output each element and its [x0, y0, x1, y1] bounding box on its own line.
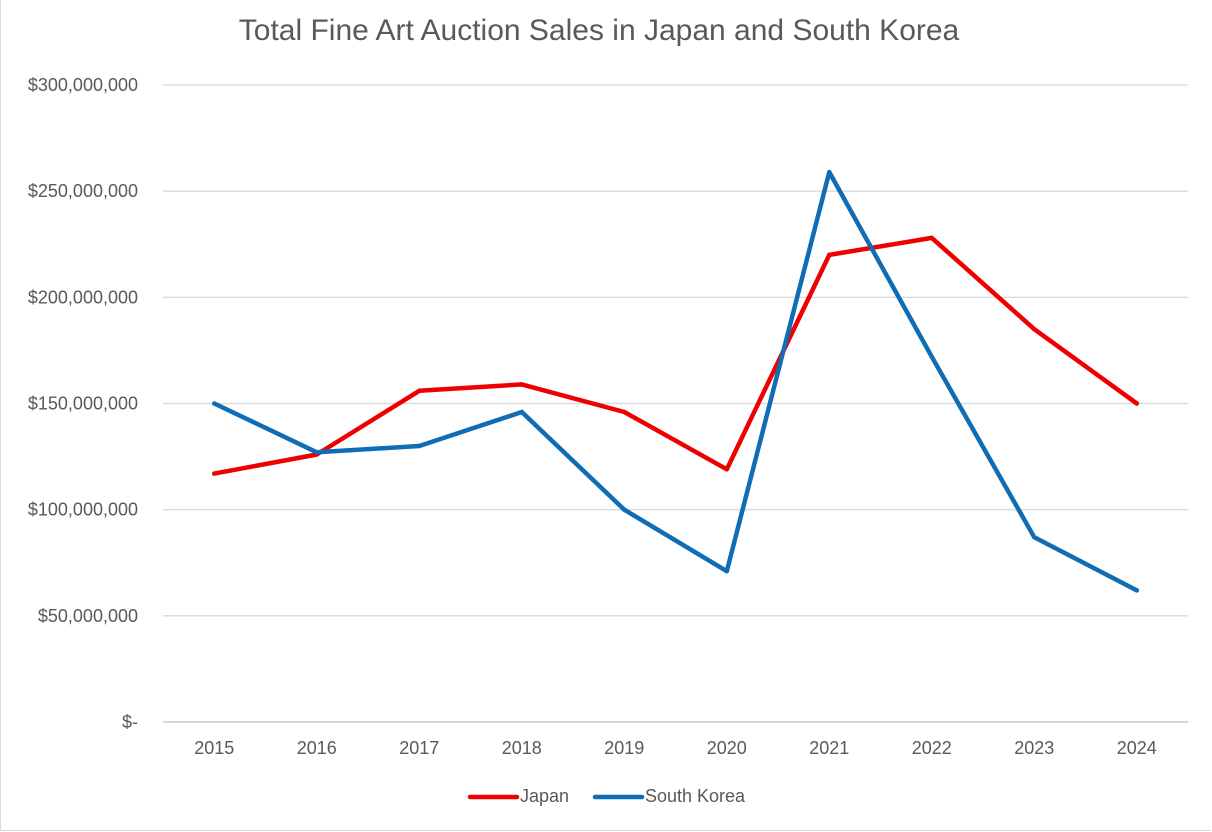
y-tick-label: $250,000,000 — [28, 181, 138, 201]
data-point — [724, 569, 729, 574]
data-point — [417, 388, 422, 393]
data-point — [929, 354, 934, 359]
y-tick-label: $- — [122, 712, 138, 732]
x-tick-label: 2024 — [1117, 738, 1157, 758]
data-point — [1134, 401, 1139, 406]
x-tick-label: 2021 — [809, 738, 849, 758]
y-tick-label: $100,000,000 — [28, 500, 138, 520]
x-axis: 2015 2016 2017 2018 2019 2020 2021 2022 2023 2024 — [194, 738, 1157, 758]
y-axis: $- $50,000,000 $100,000,000 $150,000,000 $20… — [28, 75, 138, 732]
data-point — [1032, 535, 1037, 540]
legend: Japan South Korea — [467, 786, 746, 806]
data-point — [1134, 588, 1139, 593]
data-point — [417, 443, 422, 449]
data-point — [314, 450, 319, 455]
x-tick-label: 2022 — [912, 738, 952, 758]
x-tick-label: 2020 — [707, 738, 747, 758]
series-line-south-korea — [212, 169, 1140, 593]
x-tick-label: 2018 — [502, 738, 542, 758]
y-tick-label: $50,000,000 — [38, 606, 138, 626]
y-tick-label: $150,000,000 — [28, 394, 138, 414]
data-point — [622, 507, 627, 512]
data-point — [827, 169, 832, 175]
series-line-japan — [212, 235, 1140, 476]
data-point — [827, 252, 832, 258]
data-point — [212, 471, 217, 476]
data-point — [519, 409, 524, 415]
data-point — [519, 382, 524, 387]
y-tick-label: $200,000,000 — [28, 287, 138, 307]
data-point — [929, 235, 934, 241]
gridlines — [163, 84, 1188, 723]
chart-title: Total Fine Art Auction Sales in Japan an… — [238, 14, 960, 47]
data-point — [724, 467, 729, 472]
legend-label: South Korea — [645, 786, 746, 806]
data-point — [1032, 326, 1037, 332]
x-tick-label: 2019 — [604, 738, 644, 758]
x-tick-label: 2016 — [297, 738, 337, 758]
data-point — [212, 401, 217, 406]
x-tick-label: 2017 — [399, 738, 439, 758]
y-tick-label: $300,000,000 — [28, 75, 138, 95]
series-lines — [212, 169, 1140, 593]
data-point — [622, 409, 627, 415]
x-tick-label: 2023 — [1014, 738, 1054, 758]
x-tick-label: 2015 — [194, 738, 234, 758]
legend-label: Japan — [520, 786, 569, 806]
